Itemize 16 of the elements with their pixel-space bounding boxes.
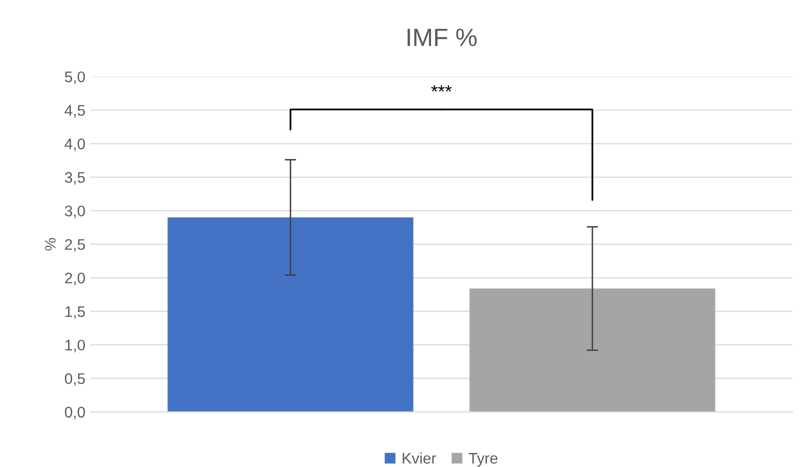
legend-label: Kvier: [402, 452, 436, 464]
legend-label: Tyre: [468, 453, 498, 467]
y-tick-label: 3,5: [64, 172, 85, 185]
y-tick-label: 4,5: [64, 105, 85, 118]
y-tick-label: 0,0: [64, 406, 85, 420]
y-tick-label: 1,0: [65, 340, 85, 352]
y-axis-title: %: [44, 238, 56, 250]
y-tick-label: 2,0: [65, 272, 85, 286]
y-tick-label: 2,5: [65, 239, 85, 252]
chart-title: IMF %: [408, 28, 477, 46]
y-tick-label: 5,0: [64, 71, 85, 84]
y-tick-label: 0,5: [64, 373, 85, 386]
y-tick-label: 4,0: [64, 138, 85, 152]
y-tick-label: 3,0: [64, 206, 85, 218]
y-tick-label: 1,5: [65, 306, 85, 319]
annotation: ***: [431, 85, 452, 92]
